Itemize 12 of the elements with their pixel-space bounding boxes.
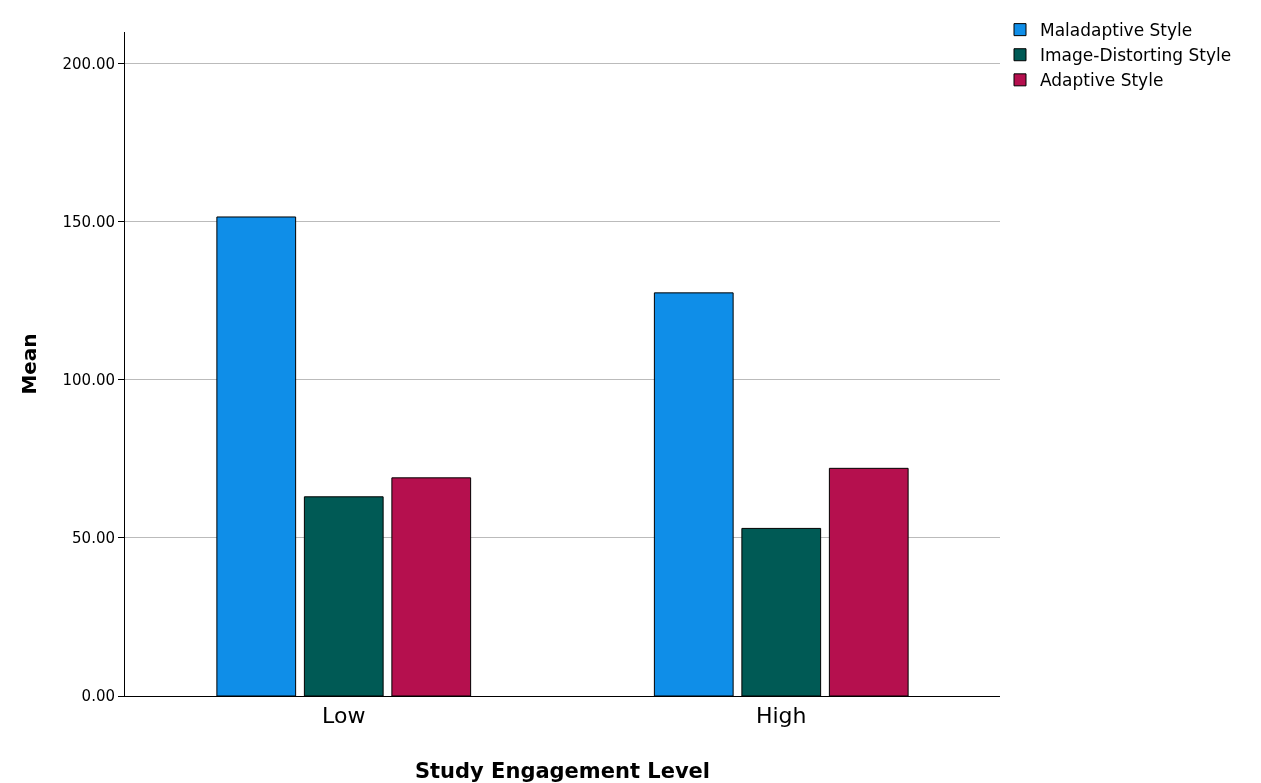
legend-label: Maladaptive Style [1040, 20, 1193, 41]
x-tick-label: High [755, 703, 807, 729]
legend-label: Image-Distorting Style [1040, 45, 1232, 66]
y-axis-title: Mean [17, 333, 41, 395]
x-axis-title: Study Engagement Level [414, 758, 711, 783]
y-tick-label: 150.00 [62, 212, 115, 231]
y-tick-label: 200.00 [62, 54, 115, 73]
y-tick-label: 50.00 [72, 529, 115, 548]
legend-label: Adaptive Style [1040, 70, 1164, 91]
x-tick-label: Low [322, 703, 366, 729]
y-tick-label: 0.00 [81, 687, 115, 706]
y-tick-label: 100.00 [62, 371, 115, 390]
